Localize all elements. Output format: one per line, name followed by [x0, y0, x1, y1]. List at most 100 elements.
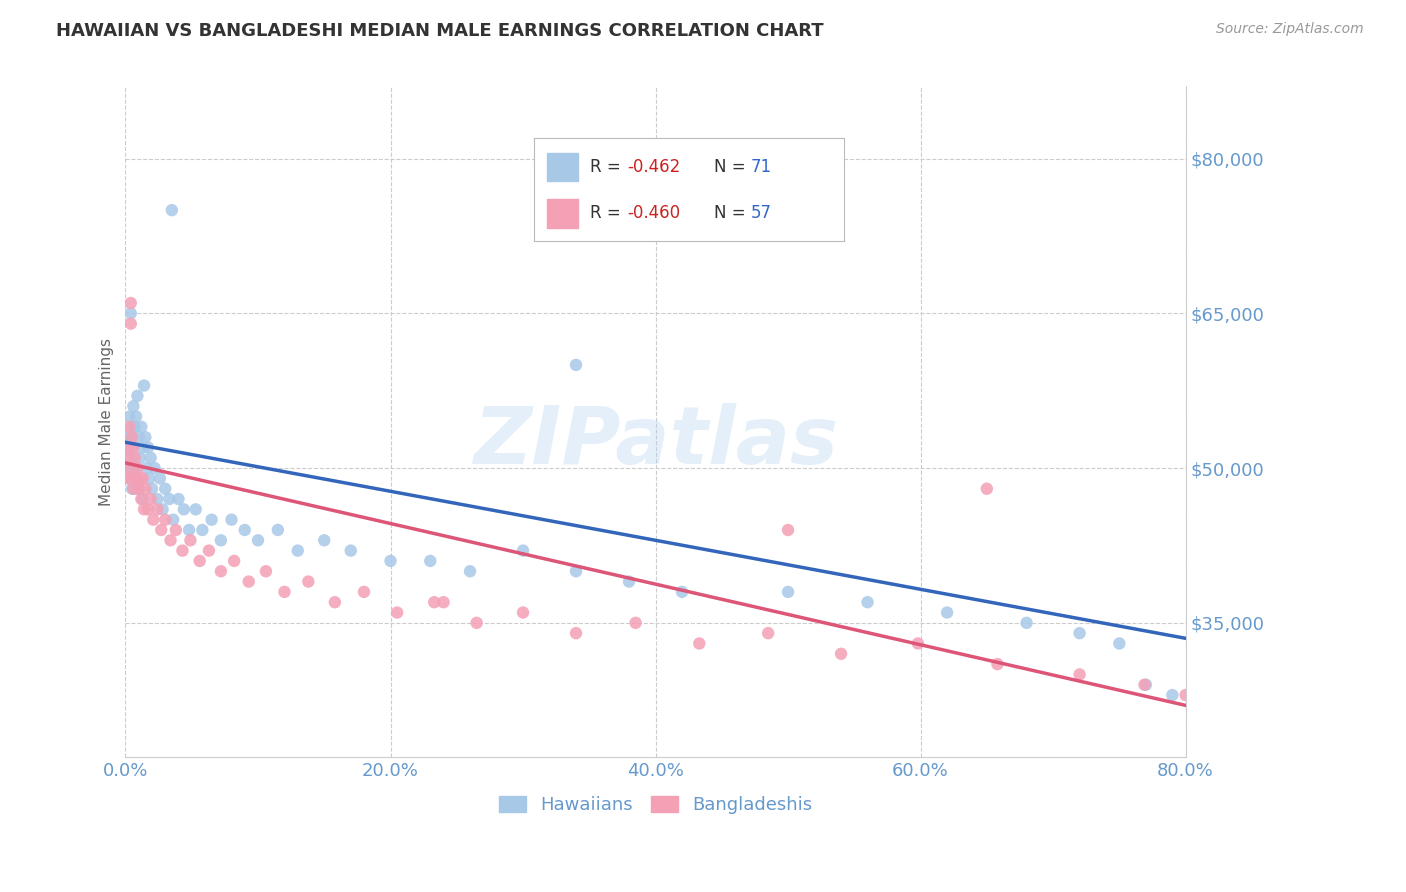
Point — [385, 606, 408, 620]
Point — [856, 595, 879, 609]
Text: HAWAIIAN VS BANGLADESHI MEDIAN MALE EARNINGS CORRELATION CHART: HAWAIIAN VS BANGLADESHI MEDIAN MALE EARN… — [56, 22, 824, 40]
Point — [120, 296, 142, 310]
Point — [118, 450, 141, 465]
Point — [120, 430, 142, 444]
Point — [136, 502, 159, 516]
Point — [118, 471, 141, 485]
Point — [125, 471, 148, 485]
Point — [146, 502, 169, 516]
Point — [122, 461, 145, 475]
Point — [127, 461, 149, 475]
Point — [134, 482, 156, 496]
Point — [936, 606, 959, 620]
Point — [167, 491, 190, 506]
Point — [238, 574, 260, 589]
Text: -0.460: -0.460 — [627, 204, 681, 222]
Point — [165, 523, 187, 537]
Point — [127, 471, 149, 485]
Point — [617, 574, 640, 589]
Point — [198, 543, 221, 558]
Point — [129, 450, 152, 465]
Point — [115, 441, 138, 455]
Text: 71: 71 — [751, 158, 772, 176]
Point — [120, 461, 142, 475]
Point — [132, 378, 155, 392]
Point — [131, 419, 153, 434]
Point — [267, 523, 290, 537]
Point — [314, 533, 336, 548]
Point — [135, 461, 157, 475]
Text: R =: R = — [591, 158, 626, 176]
Point — [125, 461, 148, 475]
Point — [1069, 626, 1091, 640]
Point — [273, 585, 295, 599]
Point — [246, 533, 269, 548]
Point — [118, 419, 141, 434]
Point — [120, 306, 142, 320]
Point — [149, 471, 172, 485]
Point — [465, 615, 488, 630]
Point — [776, 585, 799, 599]
Point — [419, 554, 441, 568]
Point — [986, 657, 1008, 672]
Point — [423, 595, 446, 609]
Point — [172, 543, 194, 558]
Bar — [547, 199, 578, 227]
Y-axis label: Median Male Earnings: Median Male Earnings — [100, 338, 114, 506]
Point — [323, 595, 346, 609]
Point — [188, 554, 211, 568]
Text: -0.462: -0.462 — [627, 158, 681, 176]
Point — [233, 523, 256, 537]
Point — [1161, 688, 1184, 702]
Point — [339, 543, 361, 558]
Point — [117, 441, 139, 455]
Point — [134, 430, 156, 444]
Point — [125, 409, 148, 424]
Point — [179, 533, 201, 548]
Point — [124, 482, 146, 496]
Point — [1108, 636, 1130, 650]
Point — [117, 450, 139, 465]
Point — [150, 523, 173, 537]
Point — [160, 203, 183, 218]
Text: N =: N = — [714, 158, 751, 176]
Legend: Hawaiians, Bangladeshis: Hawaiians, Bangladeshis — [491, 789, 820, 822]
Point — [458, 564, 481, 578]
Point — [224, 554, 246, 568]
Point — [118, 461, 141, 475]
Point — [565, 358, 588, 372]
Point — [128, 482, 150, 496]
Point — [117, 471, 139, 485]
Point — [162, 513, 184, 527]
Point — [688, 636, 710, 650]
Point — [139, 450, 162, 465]
Point — [201, 513, 224, 527]
Point — [122, 441, 145, 455]
Point — [353, 585, 375, 599]
Point — [127, 389, 149, 403]
Point — [138, 471, 160, 485]
Point — [624, 615, 647, 630]
Text: R =: R = — [591, 204, 626, 222]
Point — [287, 543, 309, 558]
Point — [155, 482, 177, 496]
Point — [297, 574, 319, 589]
Text: Source: ZipAtlas.com: Source: ZipAtlas.com — [1216, 22, 1364, 37]
Bar — [547, 153, 578, 181]
Point — [565, 564, 588, 578]
Text: ZIPatlas: ZIPatlas — [472, 403, 838, 481]
Point — [128, 430, 150, 444]
Point — [432, 595, 454, 609]
Point — [121, 419, 143, 434]
Point — [124, 450, 146, 465]
Point — [143, 461, 166, 475]
Point — [209, 533, 232, 548]
Point — [122, 399, 145, 413]
Point — [254, 564, 277, 578]
Point — [1174, 688, 1197, 702]
Point — [122, 482, 145, 496]
Point — [512, 606, 534, 620]
Point — [131, 471, 153, 485]
Point — [565, 626, 588, 640]
Point — [173, 502, 195, 516]
